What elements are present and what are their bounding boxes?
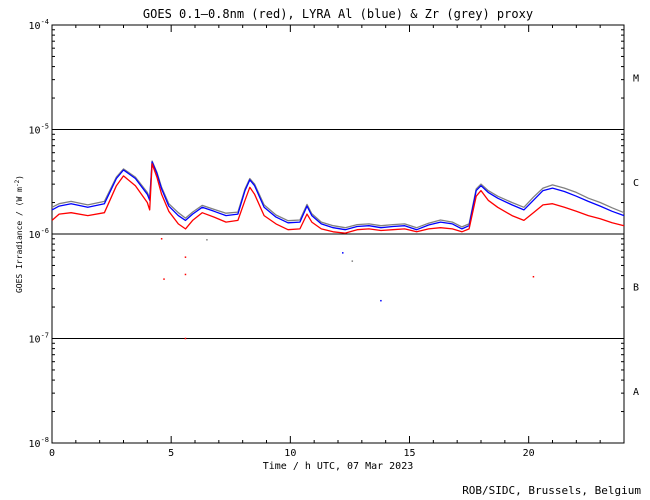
flare-class-labels: A B C M [633, 73, 639, 398]
chart-title: GOES 0.1–0.8nm (red), LYRA Al (blue) & Z… [143, 7, 533, 21]
outlier-point [342, 252, 344, 254]
outlier-point [163, 278, 165, 280]
y-tick-exponent: -8 [41, 436, 49, 444]
y-tick-exponent: -5 [41, 123, 49, 131]
y-tick-label: 10-4 [29, 18, 49, 32]
data-series [51, 160, 625, 234]
y-axis: 10-810-710-610-510-4 [29, 18, 624, 450]
x-tick-label: 15 [403, 448, 415, 459]
y-tick-label: 10-6 [29, 227, 49, 241]
x-axis: 0 5 10 15 20 [49, 25, 601, 459]
series-goes-0-1-0-8nm [51, 163, 625, 234]
y-tick-base: 10 [29, 21, 41, 32]
outlier-point [184, 273, 187, 276]
y-tick-exponent: -4 [41, 18, 49, 26]
outlier-point [351, 260, 354, 262]
x-tick-label: 5 [168, 448, 174, 459]
y-tick-base: 10 [29, 439, 41, 450]
y-tick-base: 10 [29, 126, 41, 137]
flare-class-C: C [633, 178, 639, 189]
class-threshold-lines [52, 129, 624, 339]
flare-class-M: M [633, 73, 639, 84]
credit-text: ROB/SIDC, Brussels, Belgium [462, 484, 641, 497]
outlier-point [184, 256, 187, 258]
y-axis-label: GOES Irradiance / (W m-2) [14, 175, 24, 293]
y-axis-label-main: GOES Irradiance / (W m [15, 187, 24, 293]
series-lyra-al [51, 161, 625, 231]
series-zr [51, 160, 625, 229]
outlier-point [380, 299, 382, 302]
x-tick-label: 0 [49, 448, 55, 459]
x-tick-label: 20 [523, 448, 535, 459]
outlier-points [160, 238, 535, 340]
outlier-point [160, 238, 163, 240]
y-axis-label-sup: -2 [14, 179, 21, 187]
outlier-point [532, 275, 535, 278]
outlier-point [184, 337, 187, 340]
y-tick-label: 10-5 [29, 123, 49, 137]
y-tick-label: 10-7 [29, 332, 49, 346]
x-tick-label: 10 [284, 448, 296, 459]
y-tick-base: 10 [29, 335, 41, 346]
y-tick-exponent: -7 [41, 332, 49, 340]
y-tick-base: 10 [29, 230, 41, 241]
flare-class-B: B [633, 282, 639, 293]
outlier-point [206, 239, 208, 241]
y-tick-exponent: -6 [41, 227, 49, 235]
y-tick-label: 10-8 [29, 436, 49, 450]
y-axis-label-end: ) [15, 175, 24, 180]
flare-class-A: A [633, 387, 639, 398]
x-axis-label: Time / h UTC, 07 Mar 2023 [263, 461, 414, 472]
